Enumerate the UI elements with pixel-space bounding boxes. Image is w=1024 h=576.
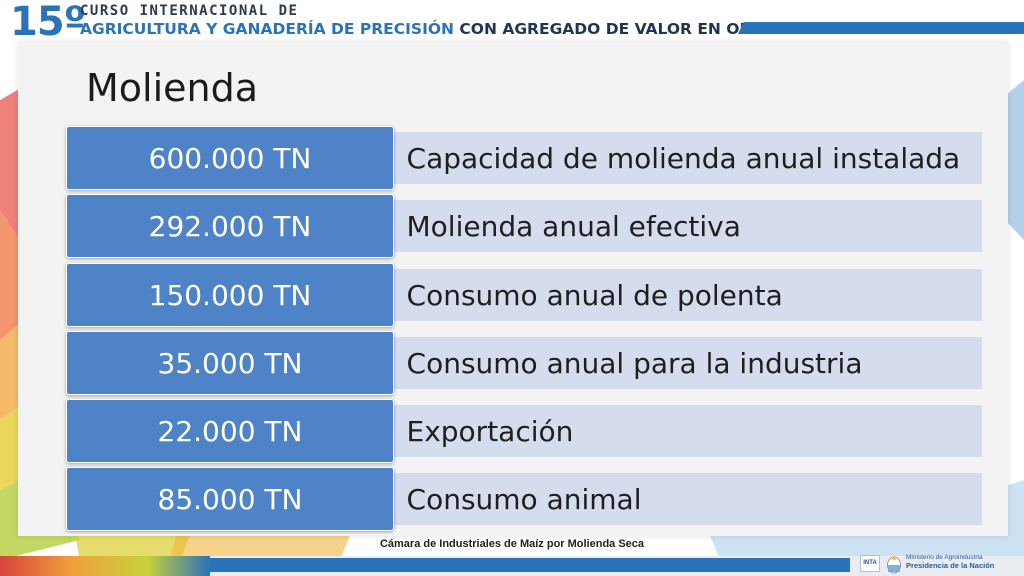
page-title: Molienda	[86, 66, 259, 110]
list-item: • Molienda anual efectiva 292.000 TN	[66, 194, 982, 258]
inta-logo: INTA	[860, 555, 880, 572]
list-item: • Consumo anual para la industria 35.000…	[66, 331, 982, 395]
ministry-line1: Ministerio de Agroindustria	[906, 554, 983, 561]
stat-label-box: • Molienda anual efectiva	[366, 200, 982, 252]
header-accent-bar	[738, 22, 1024, 34]
course-header-topic: AGRICULTURA Y GANADERÍA DE PRECISIÓN	[80, 20, 454, 38]
stat-label-box: • Consumo anual para la industria	[366, 337, 982, 389]
list-item: • Capacidad de molienda anual instalada …	[66, 126, 982, 190]
course-header-line1: CURSO INTERNACIONAL DE	[80, 3, 299, 19]
stat-value: 600.000 TN	[66, 126, 394, 190]
ministry-line2: Presidencia de la Nación	[906, 561, 995, 570]
stat-value: 22.000 TN	[66, 399, 394, 463]
footer-color-stripe	[0, 556, 210, 576]
stat-value: 35.000 TN	[66, 331, 394, 395]
footer-bar	[0, 556, 1024, 576]
stat-label: Capacidad de molienda anual instalada	[406, 141, 961, 175]
course-header-subtopic: CON AGREGADO DE VALOR EN ORIGEN	[459, 20, 794, 38]
stat-label: Consumo anual de polenta	[406, 278, 783, 312]
list-item: • Consumo animal 85.000 TN	[66, 467, 982, 531]
stat-label: Consumo anual para la industria	[406, 346, 863, 380]
national-shield-icon	[887, 555, 901, 574]
stat-label-box: • Consumo animal	[366, 473, 982, 525]
stat-value: 150.000 TN	[66, 263, 394, 327]
course-header-line2: AGRICULTURA Y GANADERÍA DE PRECISIÓN CON…	[80, 20, 793, 38]
list-item: • Exportación 22.000 TN	[66, 399, 982, 463]
ministry-logo-text: Ministerio de Agroindustria Presidencia …	[906, 554, 994, 570]
footer-logos: INTA Ministerio de Agroindustria Preside…	[856, 553, 1024, 576]
stat-label-box: • Exportación	[366, 405, 982, 457]
stat-label-box: • Capacidad de molienda anual instalada	[366, 132, 982, 184]
stat-value: 85.000 TN	[66, 467, 394, 531]
list-item: • Consumo anual de polenta 150.000 TN	[66, 263, 982, 327]
stat-label-box: • Consumo anual de polenta	[366, 269, 982, 321]
edition-number: 15º	[10, 0, 86, 45]
course-header: 15º CURSO INTERNACIONAL DE AGRICULTURA Y…	[0, 0, 1024, 44]
stat-label: Consumo animal	[406, 482, 642, 516]
footer-stripe	[0, 558, 850, 572]
stat-value: 292.000 TN	[66, 194, 394, 258]
source-caption: Cámara de Industriales de Maíz por Molie…	[379, 538, 645, 550]
stat-label: Molienda anual efectiva	[406, 209, 741, 243]
stat-label: Exportación	[406, 414, 574, 448]
